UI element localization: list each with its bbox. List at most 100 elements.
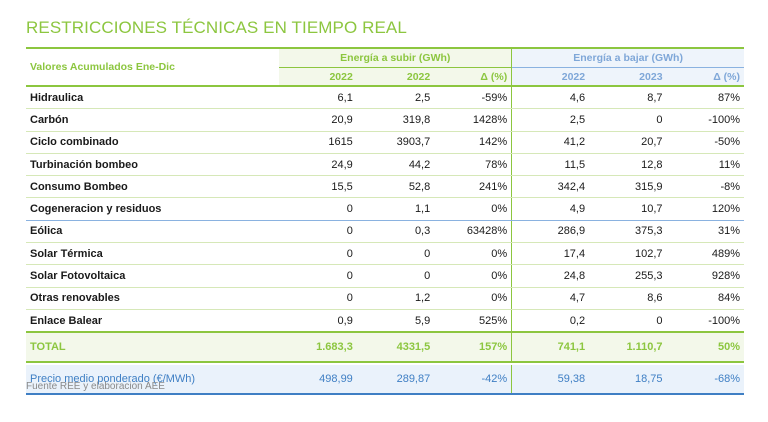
- table-cell: 24,8: [511, 264, 590, 288]
- table-cell: 525%: [434, 309, 512, 334]
- table-cell: 289,87: [356, 365, 435, 396]
- row-label: Turbinación bombeo: [26, 153, 280, 177]
- table-cell: 315,9: [589, 175, 667, 199]
- table-cell: 84%: [666, 287, 744, 310]
- table-row: Otras renovables 0 1,2 0% 4,7 8,6 84%: [26, 287, 744, 310]
- table-cell: 157%: [434, 332, 512, 364]
- table-cell: 20,9: [279, 108, 357, 132]
- table-cell: -100%: [666, 309, 744, 334]
- table-cell: 1.110,7: [589, 332, 667, 364]
- table-cell: 4,7: [511, 287, 590, 310]
- table-cell: -100%: [666, 108, 744, 132]
- group-header-up: Energía a subir (GWh): [279, 47, 512, 68]
- table-cell: 2,5: [356, 86, 435, 110]
- row-label: Precio medio ponderado (€/MWh): [26, 365, 280, 396]
- table-row: Carbón 20,9 319,8 1428% 2,5 0 -100%: [26, 108, 744, 132]
- table-cell: 15,5: [279, 175, 357, 199]
- table-cell: 1,1: [356, 197, 435, 221]
- table-cell: 0: [356, 264, 435, 288]
- table-cell: 11,5: [511, 153, 590, 177]
- table-cell: 255,3: [589, 264, 667, 288]
- col-header: 2022: [511, 67, 590, 87]
- table-cell: 4331,5: [356, 332, 435, 364]
- table-cell: 1,2: [356, 287, 435, 310]
- row-label: TOTAL: [26, 332, 280, 364]
- table-cell: 319,8: [356, 108, 435, 132]
- row-label: Solar Fotovoltaica: [26, 264, 280, 288]
- table-cell: -50%: [666, 131, 744, 154]
- row-label: Consumo Bombeo: [26, 175, 280, 199]
- table-cell: 78%: [434, 153, 512, 177]
- col-header: 2022: [356, 67, 435, 87]
- table-cell: 0%: [434, 242, 512, 266]
- table-cell: 8,6: [589, 287, 667, 310]
- table-cell: 4,9: [511, 197, 590, 221]
- table-cell: 0,9: [279, 309, 357, 334]
- col-header: 2022: [279, 67, 357, 87]
- table-cell: 342,4: [511, 175, 590, 199]
- table-row: Solar Térmica 0 0 0% 17,4 102,7 489%: [26, 242, 744, 266]
- table-cell: 0,2: [511, 309, 590, 334]
- table-cell: -59%: [434, 86, 512, 110]
- table-cell: 12,8: [589, 153, 667, 177]
- table-cell: 1428%: [434, 108, 512, 132]
- header-group-row: Valores Acumulados Ene-Dic Energía a sub…: [26, 47, 744, 87]
- restrictions-table: Valores Acumulados Ene-Dic Energía a sub…: [26, 47, 744, 396]
- table-cell: -68%: [666, 365, 744, 396]
- table-cell: 142%: [434, 131, 512, 154]
- table-cell: 0: [279, 287, 357, 310]
- table-row: Solar Fotovoltaica 0 0 0% 24,8 255,3 928%: [26, 264, 744, 288]
- row-label: Enlace Balear: [26, 309, 280, 334]
- table-cell: 102,7: [589, 242, 667, 266]
- row-label: Carbón: [26, 108, 280, 132]
- table-row: Enlace Balear 0,9 5,9 525% 0,2 0 -100%: [26, 309, 744, 334]
- table-cell: -8%: [666, 175, 744, 199]
- table-cell: 18,75: [589, 365, 667, 396]
- table-cell: 375,3: [589, 220, 667, 244]
- row-label: Eólica: [26, 220, 280, 244]
- row-label-header: Valores Acumulados Ene-Dic: [26, 47, 280, 87]
- row-label: Solar Térmica: [26, 242, 280, 266]
- table-cell: 928%: [666, 264, 744, 288]
- table-cell: 6,1: [279, 86, 357, 110]
- table-cell: 3903,7: [356, 131, 435, 154]
- price-row: Precio medio ponderado (€/MWh) 498,99 289,…: [26, 365, 744, 396]
- total-row: TOTAL 1.683,3 4331,5 157% 741,1 1.110,7 50%: [26, 332, 744, 364]
- header-column-row: 2022 2022 Δ (%) 2022 2023 Δ (%): [26, 67, 744, 87]
- table-cell: 50%: [666, 332, 744, 364]
- table-cell: 63428%: [434, 220, 512, 244]
- table-cell: 44,2: [356, 153, 435, 177]
- table-row: Turbinación bombeo 24,9 44,2 78% 11,5 12,8 11%: [26, 153, 744, 177]
- table-cell: 0,3: [356, 220, 435, 244]
- table-cell: 52,8: [356, 175, 435, 199]
- table-cell: 41,2: [511, 131, 590, 154]
- table-cell: 0%: [434, 264, 512, 288]
- row-label: Hidraulica: [26, 86, 280, 110]
- table-cell: -42%: [434, 365, 512, 396]
- table-cell: 0%: [434, 287, 512, 310]
- table-cell: 8,7: [589, 86, 667, 110]
- col-header: Δ (%): [434, 67, 512, 87]
- table-cell: 741,1: [511, 332, 590, 364]
- table-cell: 24,9: [279, 153, 357, 177]
- page-title: RESTRICCIONES TÉCNICAS EN TIEMPO REAL: [26, 18, 407, 37]
- table-cell: 10,7: [589, 197, 667, 221]
- table-cell: 17,4: [511, 242, 590, 266]
- table-cell: 31%: [666, 220, 744, 244]
- source-note: Fuente REE y elaboracion AEE: [26, 381, 165, 392]
- table-cell: 20,7: [589, 131, 667, 154]
- group-header-down: Energía a bajar (GWh): [511, 47, 744, 68]
- table-cell: 0%: [434, 197, 512, 221]
- table-cell: 59,38: [511, 365, 590, 396]
- table-row: Ciclo combinado 1615 3903,7 142% 41,2 20,7 -50…: [26, 131, 744, 154]
- table-cell: 0: [356, 242, 435, 266]
- table-cell: 1615: [279, 131, 357, 154]
- table-cell: 489%: [666, 242, 744, 266]
- row-label: Cogeneracion y residuos: [26, 197, 280, 221]
- table-cell: 4,6: [511, 86, 590, 110]
- table-cell: 0: [279, 197, 357, 221]
- table-cell: 120%: [666, 197, 744, 221]
- table-cell: 241%: [434, 175, 512, 199]
- row-label: Ciclo combinado: [26, 131, 280, 154]
- col-header: 2023: [589, 67, 667, 87]
